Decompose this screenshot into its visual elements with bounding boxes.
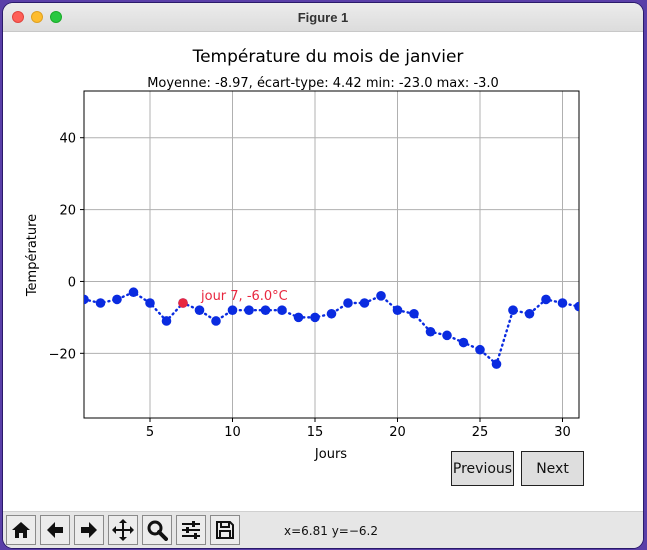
forward-arrow-icon bbox=[81, 522, 97, 538]
title-bar: Figure 1 bbox=[3, 3, 643, 32]
y-tick-label: −20 bbox=[49, 347, 76, 362]
data-point bbox=[145, 298, 155, 308]
data-point bbox=[425, 326, 436, 337]
x-tick-label: 15 bbox=[307, 425, 324, 440]
data-point bbox=[491, 359, 502, 369]
data-point bbox=[392, 305, 403, 315]
plot-area-frame bbox=[83, 90, 580, 419]
home-icon bbox=[12, 522, 30, 538]
y-tick-label: 40 bbox=[59, 132, 76, 147]
pan-icon bbox=[112, 519, 134, 541]
data-point bbox=[326, 308, 337, 319]
data-point bbox=[442, 330, 452, 341]
data-point bbox=[161, 316, 172, 326]
close-window-button[interactable] bbox=[12, 11, 24, 23]
zoom-button[interactable] bbox=[142, 515, 172, 545]
x-tick-label: 25 bbox=[472, 425, 489, 440]
data-point bbox=[376, 291, 386, 301]
configure-subplots-button[interactable] bbox=[176, 515, 206, 545]
data-point bbox=[343, 298, 353, 308]
data-point bbox=[277, 305, 287, 315]
save-button[interactable] bbox=[210, 515, 240, 545]
data-point bbox=[112, 294, 122, 305]
data-point bbox=[359, 298, 370, 308]
maximize-window-button[interactable] bbox=[50, 11, 62, 23]
data-point bbox=[95, 298, 106, 308]
y-tick-label: 20 bbox=[59, 204, 76, 219]
previous-button[interactable]: Previous bbox=[451, 451, 514, 486]
data-point bbox=[475, 344, 485, 355]
data-point bbox=[227, 305, 238, 315]
chart-subtitle: Moyenne: -8.97, écart-type: 4.42 min: -2… bbox=[147, 76, 499, 91]
figure-window: Figure 1 Température du mois de janvier … bbox=[3, 3, 643, 548]
data-point bbox=[194, 305, 205, 315]
data-point bbox=[508, 305, 518, 315]
highlighted-point bbox=[178, 298, 188, 308]
data-point bbox=[293, 312, 304, 323]
cursor-coordinates: x=6.81 y=−6.2 bbox=[284, 524, 378, 538]
zoom-icon bbox=[147, 520, 168, 541]
back-button[interactable] bbox=[40, 515, 70, 545]
x-tick-label: 20 bbox=[389, 425, 406, 440]
y-tick-label: 0 bbox=[68, 275, 76, 290]
highlight-annotation: jour 7, -6.0°C bbox=[200, 289, 288, 304]
x-tick-label: 5 bbox=[146, 425, 154, 440]
data-point bbox=[84, 294, 89, 305]
save-icon bbox=[216, 521, 234, 539]
highlight-layer: jour 7, -6.0°C bbox=[200, 289, 288, 304]
window-title: Figure 1 bbox=[297, 10, 349, 25]
data-point bbox=[541, 294, 551, 305]
x-tick-label: 10 bbox=[224, 425, 241, 440]
grid bbox=[84, 91, 579, 418]
data-point bbox=[128, 287, 139, 298]
axis-ticks: 5 10 15 20 25 30 −20 0 20 40 bbox=[49, 132, 571, 440]
data-point bbox=[574, 301, 579, 312]
y-axis-label: Température bbox=[25, 214, 40, 297]
data-point bbox=[524, 308, 535, 319]
navigation-toolbar: x=6.81 y=−6.2 bbox=[3, 511, 643, 548]
next-button[interactable]: Next bbox=[521, 451, 584, 486]
data-point bbox=[244, 305, 254, 315]
data-point bbox=[211, 316, 221, 326]
x-axis-label: Jours bbox=[314, 447, 347, 462]
data-point bbox=[260, 305, 271, 315]
pan-button[interactable] bbox=[108, 515, 138, 545]
series-group bbox=[84, 287, 579, 369]
chart-title: Température du mois de janvier bbox=[192, 47, 464, 67]
x-tick-label: 30 bbox=[554, 425, 571, 440]
data-point bbox=[409, 308, 419, 319]
data-point bbox=[557, 298, 568, 308]
configure-subplots-icon bbox=[182, 521, 200, 539]
data-series bbox=[84, 287, 579, 369]
forward-button[interactable] bbox=[74, 515, 104, 545]
chart[interactable]: Température du mois de janvier Moyenne: … bbox=[3, 31, 643, 511]
data-point bbox=[310, 312, 320, 323]
minimize-window-button[interactable] bbox=[31, 11, 43, 23]
home-button[interactable] bbox=[6, 515, 36, 545]
back-arrow-icon bbox=[47, 522, 63, 538]
data-point bbox=[458, 337, 469, 348]
